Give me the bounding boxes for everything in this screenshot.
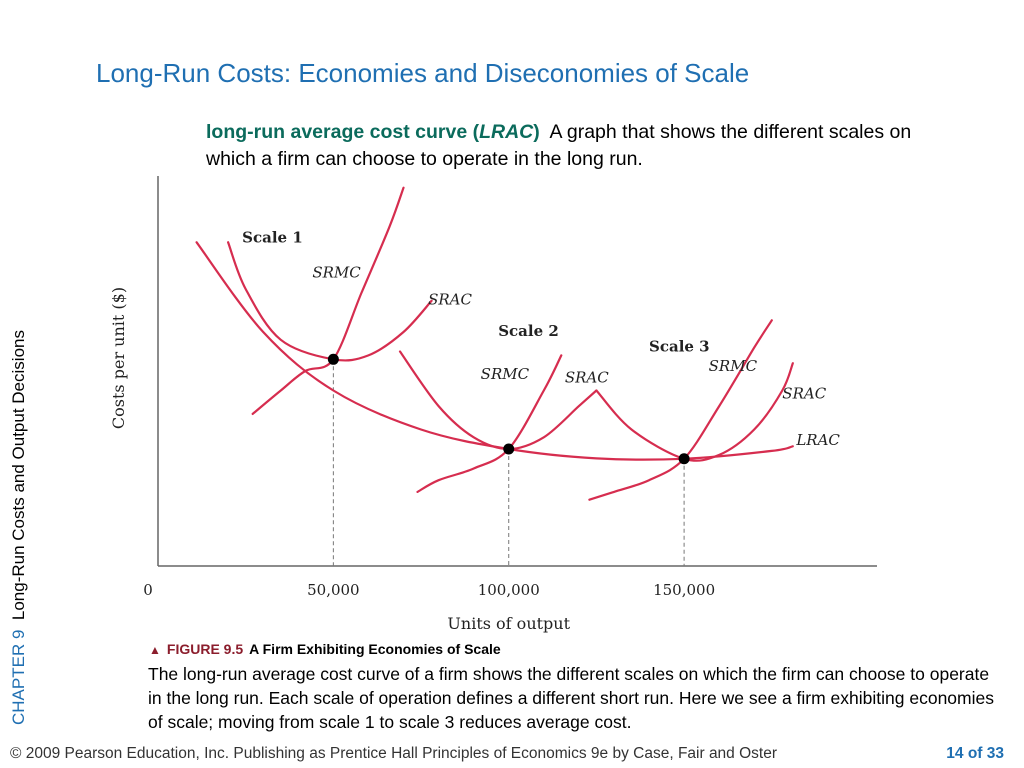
definition: long-run average cost curve (LRAC) A gra… [206,119,946,173]
y-axis-title: Costs per unit ($) [109,287,128,429]
tangency-point-2 [503,443,515,455]
annotation-srmc-2: SRMC [312,263,361,281]
figure-number: FIGURE 9.5 [166,641,244,657]
annotation-scale-1-1: Scale 1 [242,228,303,246]
annotation-scale-2-4: Scale 2 [498,322,559,340]
annotation-lrac-10: LRAC [795,431,840,449]
tangency-point-3 [678,453,690,465]
x-axis-title: Units of output [447,614,570,633]
definition-abbr: LRAC [479,121,534,143]
x-tick-label-0: 0 [143,581,153,599]
definition-term-close: ) [533,121,540,143]
footer-copyright: © 2009 Pearson Education, Inc. Publishin… [10,745,778,762]
definition-term: long-run average cost curve ( [206,121,480,143]
curve-srmc-scale-2 [416,354,563,493]
curve-srmc-scale-1 [251,186,405,415]
figure-caption-heading: ▲ FIGURE 9.5 A Firm Exhibiting Economies o… [149,641,501,657]
annotation-srmc-5: SRMC [481,365,530,383]
annotation-scale-3-7: Scale 3 [649,338,710,356]
tangency-point-1 [327,353,339,365]
definition-text: A graph that shows the different scales … [206,121,912,170]
chart-points [327,353,690,465]
curve-srac-scale-3 [595,362,794,462]
annotation-srac-9: SRAC [782,384,826,402]
x-tick-label-50-000: 50,000 [307,581,360,599]
page-number: 14 of 33 [946,745,1004,762]
caption-triangle-icon: ▲ [149,643,161,657]
chart-axes: 0 50,000 100,000 150,000 Units of output Cost… [109,176,877,633]
annotation-srmc-8: SRMC [709,357,758,375]
curve-srac-scale-1 [227,241,433,362]
slide-title: Long-Run Costs: Economies and Diseconomi… [96,58,750,88]
annotation-srac-3: SRAC [428,291,472,309]
x-tick-label-100-000: 100,000 [478,581,540,599]
annotation-srac-6: SRAC [565,369,609,387]
figure-title: A Firm Exhibiting Economies of Scale [249,641,501,657]
x-tick-label-150-000: 150,000 [653,581,715,599]
figure-caption-text: The long-run average cost curve of a fir… [148,664,994,732]
